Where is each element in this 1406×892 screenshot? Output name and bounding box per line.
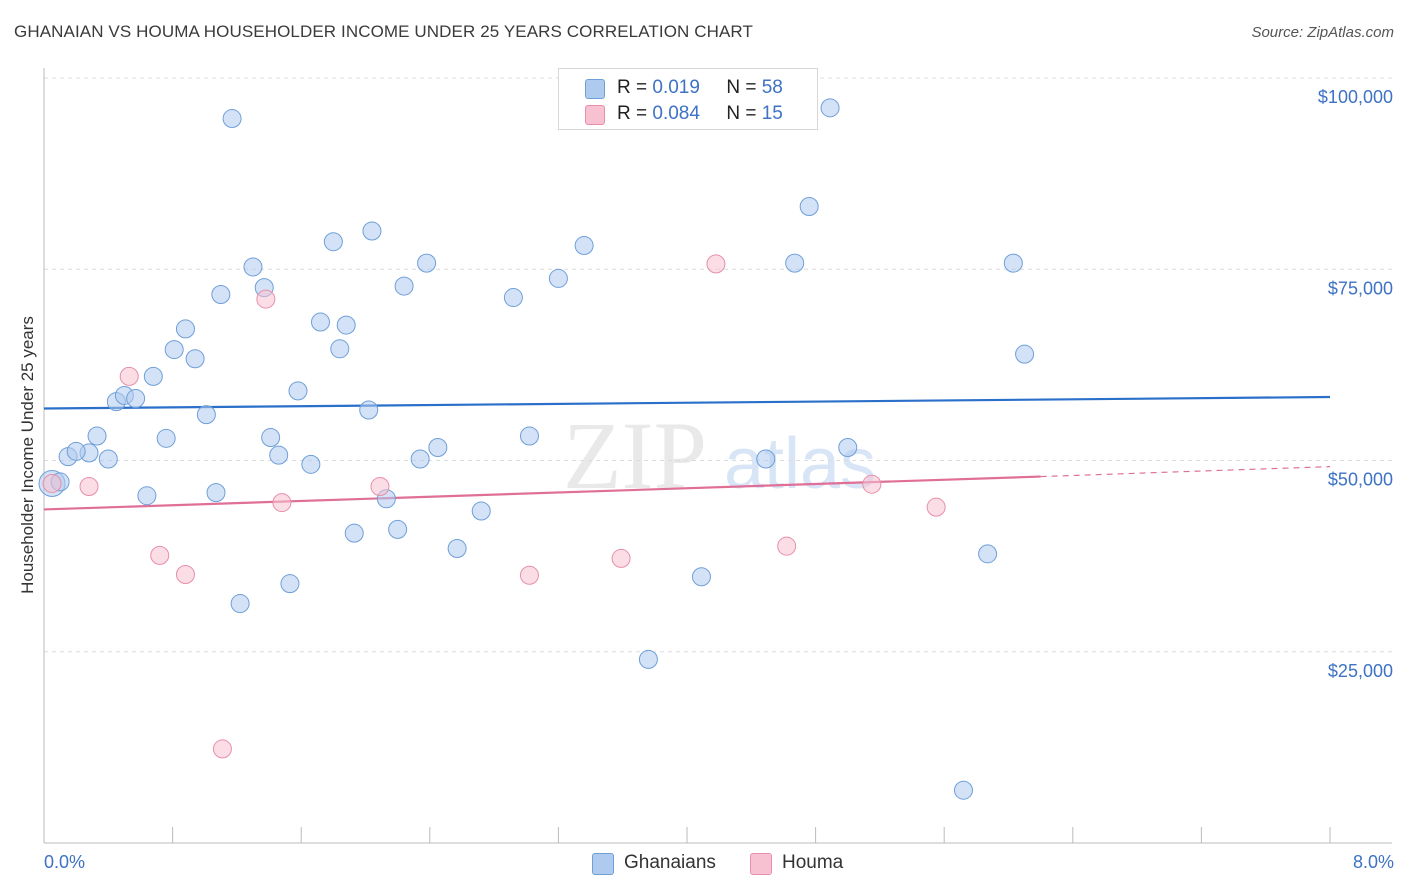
ghanaians-point	[310, 312, 330, 332]
houma-point	[706, 254, 726, 274]
houma-point	[272, 493, 292, 513]
legend-swatch-ghanaians	[585, 79, 605, 99]
ghanaians-point	[978, 544, 998, 564]
ghanaians-point	[269, 445, 289, 465]
ghanaians-point	[838, 437, 858, 457]
series-legend-label: Houma	[782, 852, 844, 873]
ghanaians-point	[417, 253, 437, 273]
ghanaians-point	[126, 389, 146, 409]
ghanaians-point	[410, 449, 430, 469]
ghanaians-point	[471, 501, 491, 521]
ghanaians-point	[785, 253, 805, 273]
ghanaians-point	[243, 257, 263, 277]
legend-n-value: 58	[761, 77, 783, 98]
houma-point	[370, 477, 390, 497]
ghanaians-point	[230, 594, 250, 614]
y-tick-label: $25,000	[1328, 661, 1393, 681]
ghanaians-point	[196, 405, 216, 425]
ghanaians-point	[388, 519, 408, 539]
ghanaians-point	[280, 574, 300, 594]
x-tick-label-max: 8.0%	[1352, 852, 1394, 872]
y-tick-label: $50,000	[1328, 470, 1393, 490]
ghanaians-point	[175, 319, 195, 339]
trend-line-houma	[43, 475, 1041, 511]
legend-swatch-ghanaians	[592, 853, 614, 875]
houma-point	[777, 536, 797, 556]
watermark-atlas: atlas	[724, 424, 876, 504]
series-legend: Ghanaians Houma	[0, 852, 1406, 878]
ghanaians-point	[820, 98, 840, 118]
ghanaians-point	[359, 400, 379, 420]
ghanaians-point	[87, 426, 107, 446]
ghanaians-point	[330, 339, 350, 359]
ghanaians-point	[98, 449, 118, 469]
ghanaians-point	[206, 483, 226, 503]
legend-n-label: N =	[726, 103, 757, 124]
ghanaians-point	[428, 437, 448, 457]
source-label: Source: ZipAtlas.com	[1251, 24, 1394, 41]
legend-r-value: 0.019	[652, 77, 700, 98]
y-tick-label: $75,000	[1328, 278, 1393, 298]
ghanaians-point	[336, 315, 356, 335]
houma-point	[519, 565, 539, 585]
legend-n-value: 15	[761, 103, 783, 124]
houma-point	[256, 289, 276, 309]
houma-point	[150, 545, 170, 565]
trend-line-ghanaians	[43, 395, 1331, 410]
ghanaians-point	[301, 454, 321, 474]
houma-point	[119, 366, 139, 386]
ghanaians-point	[1003, 253, 1023, 273]
ghanaians-point	[143, 366, 163, 386]
ghanaians-point	[799, 197, 819, 217]
ghanaians-point	[66, 441, 86, 461]
houma-point	[926, 497, 946, 517]
legend-r-value: 0.084	[652, 103, 700, 124]
ghanaians-point	[756, 449, 776, 469]
legend-r-label: R =	[617, 77, 648, 98]
ghanaians-point	[185, 349, 205, 369]
x-tick-label-min: 0.0%	[44, 852, 86, 872]
correlation-legend: R = 0.019 N = 58 R = 0.084 N = 15	[558, 68, 818, 130]
legend-r-label: R =	[617, 103, 648, 124]
ghanaians-point	[691, 567, 711, 587]
ghanaians-point	[548, 268, 568, 288]
houma-point	[175, 564, 195, 584]
ghanaians-point	[574, 236, 594, 256]
y-axis-label: Householder Income Under 25 years	[18, 316, 37, 594]
watermark-zip: ZIP	[563, 402, 707, 509]
houma-point	[79, 477, 99, 497]
ghanaians-point	[164, 340, 184, 360]
ghanaians-point	[344, 523, 364, 543]
ghanaians-point	[323, 232, 343, 252]
houma-point	[212, 739, 232, 759]
ghanaians-point	[638, 649, 658, 669]
ghanaians-point	[503, 288, 523, 308]
series-legend-label: Ghanaians	[624, 852, 716, 873]
ghanaians-point	[362, 221, 382, 241]
houma-point	[42, 473, 62, 493]
ghanaians-point	[447, 538, 467, 558]
ghanaians-point	[261, 428, 281, 448]
houma-point	[611, 548, 631, 568]
ghanaians-point	[137, 486, 157, 506]
houma-point	[862, 474, 882, 494]
y-tick-label: $100,000	[1318, 87, 1393, 107]
chart-title: GHANAIAN VS HOUMA HOUSEHOLDER INCOME UND…	[14, 22, 753, 41]
ghanaians-point	[953, 780, 973, 800]
ghanaians-point	[288, 381, 308, 401]
legend-swatch-houma	[585, 105, 605, 125]
ghanaians-point	[156, 428, 176, 448]
ghanaians-point	[394, 276, 414, 296]
ghanaians-point	[211, 284, 231, 304]
trend-line-houma-extension	[1040, 466, 1331, 478]
legend-swatch-houma	[750, 853, 772, 875]
legend-n-label: N =	[726, 77, 757, 98]
ghanaians-point	[222, 109, 242, 129]
ghanaians-point	[1015, 344, 1035, 364]
ghanaians-point	[519, 426, 539, 446]
